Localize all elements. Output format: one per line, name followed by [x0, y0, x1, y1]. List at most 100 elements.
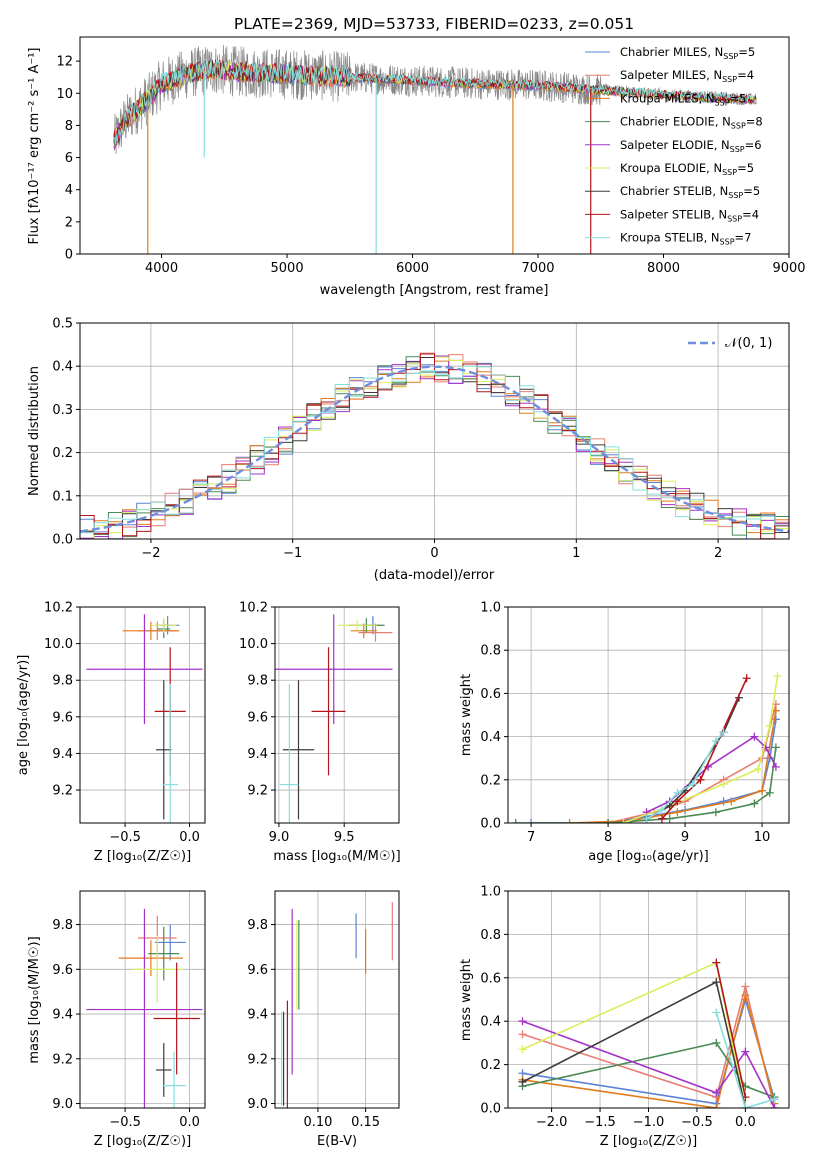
point-marker-kroupa_elodie	[619, 819, 628, 823]
x-tick-label: 8	[604, 830, 612, 845]
x-tick-label: 0.0	[179, 830, 200, 845]
y-tick-label: 12	[56, 55, 73, 70]
y-axis-label: mass weight	[459, 959, 474, 1041]
legend-label: 𝒩(0, 1)	[725, 336, 772, 351]
point-marker-salpeter_elodie	[741, 1047, 750, 1056]
y-tick-label: 0.2	[480, 773, 501, 788]
model-spectrum-kroupa_stelib	[113, 59, 757, 145]
point-marker-salpeter_miles	[741, 982, 750, 991]
point-marker-chabrier_stelib	[665, 801, 674, 810]
x-tick-label: 2	[714, 546, 722, 561]
y-tick-label: 0.0	[480, 817, 501, 832]
y-tick-label: 9.6	[52, 963, 73, 978]
point-marker-salpeter_miles	[518, 1030, 527, 1039]
point-marker-salpeter_stelib	[712, 958, 721, 967]
point-marker-chabrier_elodie	[765, 788, 774, 797]
x-tick-label: −1	[283, 546, 302, 561]
chart-title: PLATE=2369, MJD=53733, FIBERID=0233, z=0…	[234, 15, 634, 33]
spectrum-lines	[113, 44, 757, 254]
series-kroupa_stelib	[715, 1012, 775, 1108]
point-marker-kroupa_stelib	[688, 780, 697, 789]
series-kroupa_stelib	[646, 731, 725, 820]
y-tick-label: 8	[65, 119, 73, 134]
y-tick-label: 10	[56, 87, 73, 102]
legend-label: Chabrier ELODIE, NSSP=8	[620, 115, 763, 131]
x-axis-label: wavelength [Angstrom, rest frame]	[320, 283, 549, 298]
y-tick-label: 0.2	[480, 1058, 501, 1073]
y-tick-label: 10.0	[239, 637, 268, 652]
y-axis-label: mass weight	[459, 674, 474, 756]
x-tick-label: 6000	[396, 261, 429, 276]
point-marker-kroupa_stelib	[711, 736, 720, 745]
legend-label: Kroupa MILES, NSSP=5	[620, 91, 746, 107]
point-marker-salpeter_stelib	[696, 775, 705, 784]
x-tick-label: 4000	[145, 261, 178, 276]
point-marker-kroupa_miles	[741, 991, 750, 1000]
x-tick-label: 0.0	[179, 1115, 200, 1130]
x-tick-label: 9.0	[269, 830, 290, 845]
x-axis-label: Z [log₁₀(Z/Z☉)]	[94, 1134, 191, 1149]
legend-label: Salpeter MILES, NSSP=4	[620, 68, 754, 84]
x-tick-label: 0.15	[351, 1115, 380, 1130]
series-chabrier_elodie	[522, 1041, 775, 1098]
legend-label: Chabrier STELIB, NSSP=5	[620, 184, 760, 200]
y-tick-label: 9.6	[247, 710, 268, 725]
point-marker-kroupa_miles	[727, 797, 736, 806]
y-tick-label: 0.4	[52, 360, 73, 375]
y-tick-label: 0.1	[52, 489, 73, 504]
point-marker-kroupa_miles	[712, 1104, 721, 1108]
x-tick-label: 0.10	[303, 1115, 332, 1130]
x-tick-label: 10	[754, 830, 771, 845]
y-tick-label: 9.2	[247, 1052, 268, 1067]
series-kroupa_miles	[522, 992, 776, 1108]
y-tick-label: 0.6	[480, 687, 501, 702]
y-tick-label: 9.8	[52, 918, 73, 933]
y-tick-label: 9.0	[247, 1097, 268, 1112]
histogram-kroupa_stelib	[80, 365, 789, 539]
x-tick-label: −2.0	[536, 1115, 568, 1130]
y-tick-label: 9.6	[247, 963, 268, 978]
point-marker-chabrier_miles	[527, 819, 536, 823]
y-tick-label: 9.2	[247, 784, 268, 799]
point-marker-chabrier_miles	[771, 715, 780, 724]
y-tick-label: 9.4	[247, 1008, 268, 1023]
point-marker-kroupa_stelib	[719, 728, 728, 737]
point-marker-salpeter_stelib	[657, 814, 666, 823]
y-tick-label: 9.2	[52, 1052, 73, 1067]
y-tick-label: 9.0	[52, 1097, 73, 1112]
point-marker-kroupa_miles	[758, 786, 767, 795]
point-marker-kroupa_miles	[673, 808, 682, 817]
y-tick-label: 0	[65, 248, 73, 263]
point-marker-chabrier_elodie	[604, 819, 613, 823]
normal-curve	[80, 365, 789, 533]
y-tick-label: 9.8	[52, 674, 73, 689]
y-tick-label: 0.4	[480, 1015, 501, 1030]
y-tick-label: 9.2	[52, 784, 73, 799]
point-marker-salpeter_elodie	[712, 1088, 721, 1097]
mass-ebv-frame	[274, 890, 400, 1109]
x-tick-label: 7000	[521, 261, 554, 276]
y-axis-label: mass [log₁₀(M/M☉)]	[27, 936, 42, 1063]
y-tick-label: 0.8	[480, 928, 501, 943]
x-tick-label: 0.0	[735, 1115, 756, 1130]
y-tick-label: 9.4	[52, 747, 73, 762]
x-tick-label: 9000	[772, 261, 805, 276]
point-marker-salpeter_elodie	[750, 732, 759, 741]
legend-label: Kroupa STELIB, NSSP=7	[620, 231, 751, 247]
y-tick-label: 0.8	[480, 644, 501, 659]
point-marker-salpeter_elodie	[771, 762, 780, 771]
y-axis-label: Flux [fλ10⁻¹⁷ erg cm⁻² s⁻¹ A⁻¹]	[27, 48, 42, 245]
legend-label: Salpeter STELIB, NSSP=4	[620, 207, 759, 223]
point-marker-kroupa_elodie	[719, 780, 728, 789]
point-marker-chabrier_elodie	[665, 814, 674, 823]
x-tick-label: −0.5	[109, 1115, 141, 1130]
y-tick-label: 1.0	[480, 601, 501, 616]
point-marker-kroupa_stelib	[741, 1104, 750, 1108]
point-marker-kroupa_miles	[771, 706, 780, 715]
point-marker-kroupa_stelib	[673, 788, 682, 797]
x-axis-label: Z [log₁₀(Z/Z☉)]	[94, 849, 191, 864]
point-marker-salpeter_stelib	[673, 797, 682, 806]
series-salpeter_stelib	[715, 962, 747, 1098]
age-z-points	[86, 614, 203, 823]
y-tick-label: 0.4	[480, 730, 501, 745]
